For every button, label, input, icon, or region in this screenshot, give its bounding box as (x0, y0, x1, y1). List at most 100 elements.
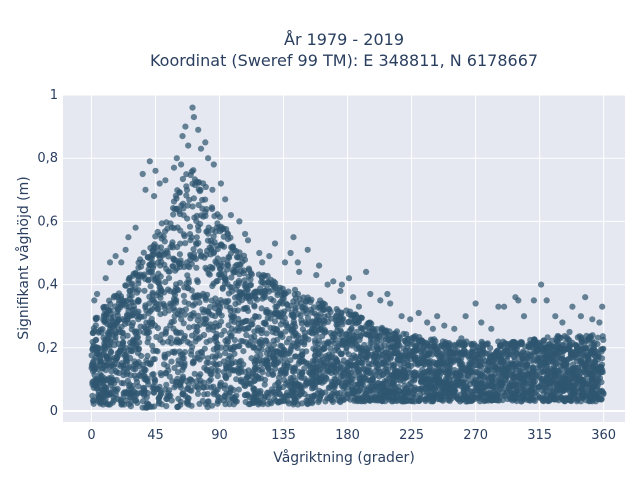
data-point (252, 293, 259, 300)
data-point (478, 319, 485, 326)
data-point (188, 260, 195, 268)
data-point (327, 329, 334, 337)
data-point (171, 364, 178, 372)
data-point (473, 361, 481, 369)
data-point (206, 271, 213, 278)
data-point (136, 339, 143, 346)
data-point (127, 403, 134, 410)
data-point (418, 360, 425, 367)
data-point (218, 226, 225, 233)
data-point (545, 397, 552, 404)
data-point (524, 371, 531, 378)
data-point (243, 331, 250, 339)
data-point (538, 344, 545, 351)
data-point (337, 287, 344, 294)
data-point (122, 282, 129, 289)
data-point (564, 345, 571, 352)
data-point (125, 313, 133, 320)
data-point (530, 357, 537, 364)
data-point (407, 316, 414, 323)
data-point (340, 357, 347, 364)
data-point (162, 228, 169, 235)
data-point (208, 297, 215, 304)
data-point (156, 180, 163, 187)
data-point (319, 300, 326, 307)
data-point (385, 331, 392, 338)
x-tick-label: 180 (335, 428, 360, 443)
data-point (403, 397, 410, 405)
data-point (291, 291, 298, 298)
data-point (348, 389, 355, 397)
data-point (424, 342, 431, 349)
data-point (257, 352, 264, 359)
data-point (254, 358, 261, 365)
data-point (532, 384, 539, 392)
data-point (446, 348, 453, 355)
data-point (467, 398, 474, 405)
y-tick-label: 1 (50, 88, 58, 103)
data-point (287, 357, 294, 364)
data-point (367, 378, 374, 386)
data-point (257, 393, 265, 400)
data-point (308, 309, 315, 316)
data-point (313, 272, 320, 279)
data-point (236, 218, 243, 225)
data-point (302, 304, 309, 311)
data-point (281, 291, 288, 298)
data-point (461, 385, 469, 392)
data-point (195, 385, 202, 392)
data-point (593, 395, 600, 402)
data-point (216, 265, 224, 272)
data-point (430, 347, 437, 354)
data-point (215, 271, 222, 278)
data-point (109, 399, 116, 406)
x-tick-label: 45 (147, 428, 164, 443)
data-point (168, 241, 176, 249)
data-point (431, 386, 438, 393)
data-point (394, 373, 402, 380)
data-point (574, 396, 581, 403)
data-point (264, 278, 271, 285)
data-point (533, 372, 541, 379)
data-point (160, 361, 168, 368)
data-point (118, 379, 125, 387)
data-point (223, 375, 230, 382)
data-point (518, 351, 525, 358)
data-point (89, 338, 96, 346)
data-point (190, 246, 197, 253)
data-point (194, 327, 201, 334)
data-point (369, 339, 376, 346)
data-point (502, 340, 509, 347)
data-point (166, 373, 173, 380)
data-point (139, 404, 146, 411)
y-axis-title: Signifikant våghöjd (m) (15, 176, 32, 339)
data-point (547, 371, 554, 379)
data-point (91, 297, 98, 304)
data-point (360, 365, 367, 372)
data-point (329, 398, 336, 405)
data-point (301, 341, 308, 348)
data-point (126, 394, 133, 401)
data-point (365, 360, 372, 367)
y-tick-label: 0,8 (37, 151, 58, 166)
data-point (157, 285, 164, 292)
data-point (127, 339, 134, 346)
data-point (116, 347, 123, 355)
data-point (221, 270, 228, 277)
data-point (555, 370, 562, 377)
data-point (469, 368, 476, 375)
data-point (147, 283, 154, 290)
data-point (284, 389, 291, 396)
data-point (222, 196, 229, 203)
data-point (186, 223, 194, 230)
data-point (507, 395, 514, 403)
data-point (311, 337, 318, 344)
data-point (335, 393, 342, 400)
data-point (128, 326, 135, 333)
data-point (281, 362, 288, 369)
data-point (112, 253, 119, 260)
data-point (283, 339, 290, 346)
data-point (429, 325, 436, 332)
data-point (89, 329, 96, 336)
data-point (543, 297, 550, 304)
